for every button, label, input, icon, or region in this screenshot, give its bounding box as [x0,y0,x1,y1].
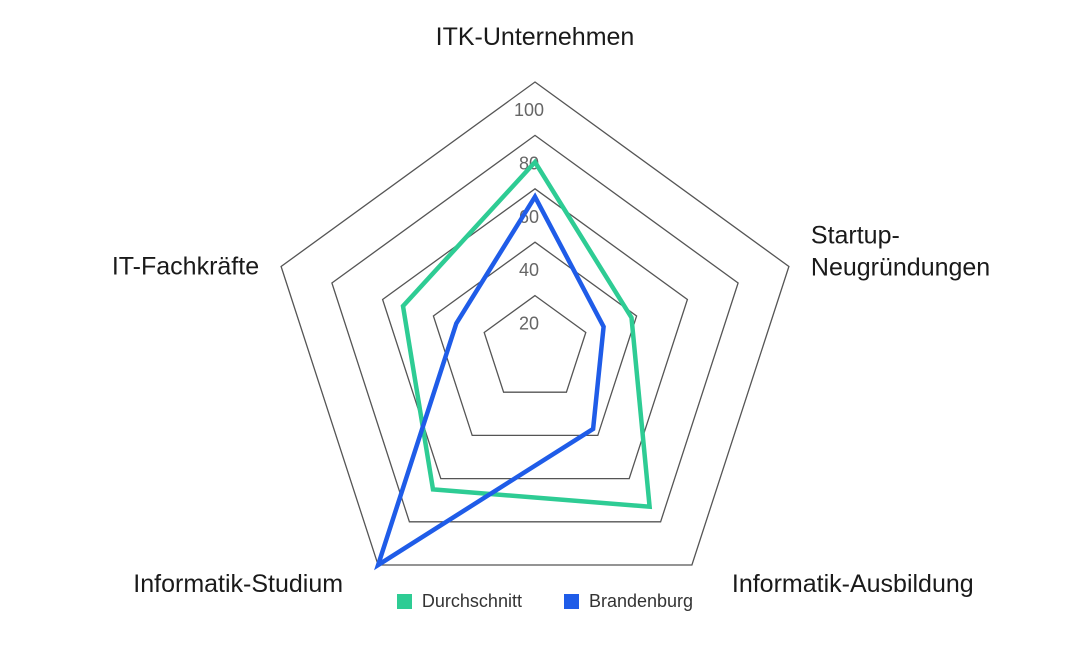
grid-ring-20 [483,294,587,393]
category-label-5: IT-Fachkräfte [112,253,259,281]
legend-swatch-durchschnitt [396,594,412,609]
category-label-1: ITK-Unternehmen [436,23,635,51]
legend-label-brandenburg: Brandenburg [588,591,694,611]
category-label-4: Informatik-Studium [133,570,343,598]
category-label-3: Informatik-Ausbildung [732,570,974,598]
tick-label-100: 100 [514,100,544,120]
tick-label-80: 80 [519,153,539,173]
tick-label-20: 20 [519,314,539,334]
legend: Durchschnitt Brandenburg [0,591,1090,612]
grid-ring-40 [432,241,638,437]
tick-label-40: 40 [519,260,539,280]
legend-swatch-brandenburg [563,594,579,609]
series-line-durchschnitt [400,158,653,510]
legend-label-durchschnitt: Durchschnitt [421,591,522,611]
legend-item-brandenburg: Brandenburg [563,591,694,612]
grid-ring-60 [381,187,689,480]
grid-ring-80 [331,134,739,523]
grid-ring-100 [280,81,790,566]
series-line-brandenburg [374,192,606,571]
radar-series [374,158,653,571]
radar-grid [280,81,790,566]
category-label-2: Startup-Neugründungen [811,222,990,282]
category-labels: ITK-Unternehmen Startup-Neugründungen Info… [112,23,990,598]
legend-item-durchschnitt: Durchschnitt [396,591,522,612]
